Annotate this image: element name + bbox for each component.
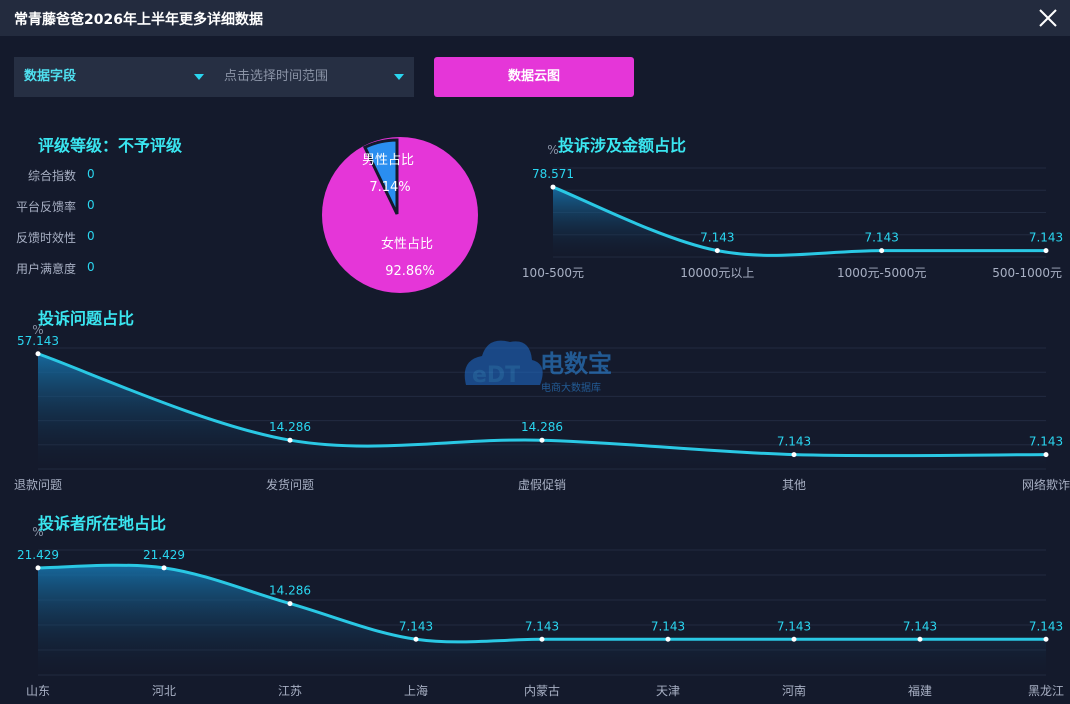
metric-value: 0 bbox=[87, 229, 95, 243]
x-tick-label: 网络欺诈 bbox=[1022, 477, 1070, 492]
x-tick-label: 黑龙江 bbox=[1028, 684, 1064, 698]
watermark-tagline: 电商大数据库 bbox=[541, 381, 601, 394]
issue-chart-title: 投诉问题占比 bbox=[38, 309, 135, 328]
y-axis-unit: % bbox=[547, 143, 558, 157]
x-tick-label: 山东 bbox=[26, 684, 50, 698]
time-range-select[interactable]: 点击选择时间范围 bbox=[224, 57, 414, 97]
data-label: 21.429 bbox=[143, 548, 185, 562]
data-point bbox=[791, 636, 797, 642]
x-tick-label: 江苏 bbox=[278, 684, 302, 698]
x-tick-label: 天津 bbox=[656, 684, 680, 698]
data-point bbox=[413, 636, 419, 642]
data-point bbox=[1043, 636, 1049, 642]
data-label: 78.571 bbox=[532, 167, 574, 181]
series-line bbox=[552, 185, 1046, 257]
data-field-select[interactable]: 数据字段 bbox=[24, 57, 214, 97]
x-tick-label: 河南 bbox=[782, 683, 806, 698]
x-tick-label: 1000元-5000元 bbox=[837, 266, 926, 280]
pie-value-male: 7.14% bbox=[369, 180, 410, 195]
x-tick-label: 10000元以上 bbox=[680, 266, 754, 280]
data-label: 7.143 bbox=[864, 231, 898, 245]
data-point bbox=[161, 565, 167, 571]
metric-label: 综合指数 bbox=[27, 169, 76, 183]
data-label: 7.143 bbox=[777, 619, 811, 633]
pie-value-female: 92.86% bbox=[385, 264, 435, 279]
data-label: 7.143 bbox=[777, 435, 811, 449]
data-point bbox=[35, 351, 41, 357]
watermark-brand: 电数宝 bbox=[540, 350, 612, 378]
data-label: 7.143 bbox=[399, 619, 433, 633]
data-point bbox=[714, 248, 720, 254]
metric-value: 0 bbox=[87, 167, 95, 181]
data-point bbox=[539, 437, 545, 443]
chevron-down-icon bbox=[194, 74, 204, 80]
data-label: 14.286 bbox=[269, 584, 311, 598]
data-point bbox=[1043, 248, 1049, 254]
metric-label: 反馈时效性 bbox=[15, 231, 76, 245]
x-tick-label: 内蒙古 bbox=[524, 683, 560, 698]
metric-label: 用户满意度 bbox=[15, 262, 76, 276]
data-field-label: 数据字段 bbox=[24, 69, 77, 84]
data-point bbox=[879, 248, 885, 254]
data-label: 7.143 bbox=[1029, 619, 1063, 633]
data-label: 14.286 bbox=[269, 420, 311, 434]
watermark-logo: eDT 电数宝 电商大数据库 bbox=[464, 340, 612, 394]
location-chart-title: 投诉者所在地占比 bbox=[38, 514, 167, 533]
chevron-down-icon bbox=[394, 74, 404, 80]
metric-value: 0 bbox=[87, 198, 95, 212]
x-tick-label: 500-1000元 bbox=[992, 266, 1062, 280]
close-icon[interactable] bbox=[1034, 4, 1062, 32]
pie-label-male: 男性占比 bbox=[362, 153, 414, 168]
series-area bbox=[553, 187, 1046, 257]
data-label: 7.143 bbox=[525, 619, 559, 633]
pie-label-female: 女性占比 bbox=[381, 236, 433, 252]
data-cloud-button[interactable]: 数据云图 bbox=[434, 57, 634, 97]
y-axis-unit: % bbox=[32, 525, 43, 539]
data-point bbox=[665, 636, 671, 642]
data-point bbox=[539, 636, 545, 642]
data-label: 14.286 bbox=[521, 420, 563, 434]
x-tick-label: 河北 bbox=[152, 684, 176, 698]
x-tick-label: 退款问题 bbox=[14, 478, 62, 492]
data-label: 7.143 bbox=[903, 619, 937, 633]
x-tick-label: 100-500元 bbox=[522, 266, 584, 280]
title-bar: 常青藤爸爸2026年上半年更多详细数据 bbox=[0, 0, 1070, 36]
pie-slice-male bbox=[362, 138, 399, 215]
data-label: 7.143 bbox=[700, 231, 734, 245]
x-tick-label: 发货问题 bbox=[266, 477, 314, 492]
data-point bbox=[287, 601, 293, 607]
data-point bbox=[917, 636, 923, 642]
data-point bbox=[791, 452, 797, 458]
watermark-logo-text: eDT bbox=[472, 363, 520, 388]
amount-chart-title: 投诉涉及金额占比 bbox=[558, 136, 687, 155]
data-point bbox=[35, 565, 41, 571]
pie-slice-female bbox=[322, 137, 478, 293]
metric-label: 平台反馈率 bbox=[15, 200, 76, 214]
data-point bbox=[1043, 452, 1049, 458]
data-label: 21.429 bbox=[17, 548, 59, 562]
data-label: 7.143 bbox=[651, 619, 685, 633]
filter-bar: 数据字段 点击选择时间范围 bbox=[14, 57, 414, 97]
data-point bbox=[287, 437, 293, 443]
x-tick-label: 虚假促销 bbox=[518, 478, 566, 492]
data-point bbox=[550, 184, 556, 190]
data-label: 7.143 bbox=[1029, 231, 1063, 245]
y-axis-unit: % bbox=[32, 323, 43, 337]
x-tick-label: 福建 bbox=[908, 683, 932, 698]
data-label: 7.143 bbox=[1029, 435, 1063, 449]
rating-title: 评级等级：不予评级 bbox=[38, 136, 183, 155]
x-tick-label: 上海 bbox=[404, 683, 428, 698]
series-area bbox=[38, 565, 1046, 675]
window-title: 常青藤爸爸2026年上半年更多详细数据 bbox=[14, 12, 263, 28]
time-range-placeholder: 点击选择时间范围 bbox=[224, 69, 329, 84]
data-label: 57.143 bbox=[17, 334, 59, 348]
x-tick-label: 其他 bbox=[782, 478, 806, 492]
metric-value: 0 bbox=[87, 260, 95, 274]
